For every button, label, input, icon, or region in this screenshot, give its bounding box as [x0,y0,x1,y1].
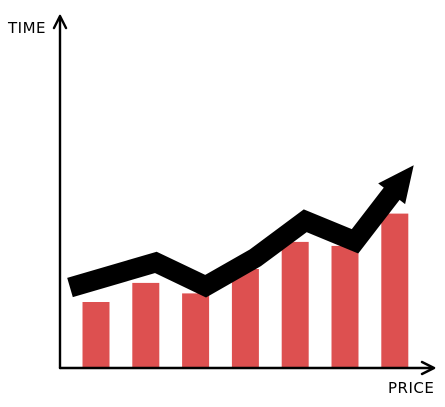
bar [381,213,409,368]
bars-group [82,213,409,368]
bar [281,241,309,368]
y-axis [52,14,68,370]
trend-arrowhead [378,165,414,205]
bar [331,245,359,368]
bar [132,282,160,368]
trend-arrow [67,165,414,298]
y-axis-label: TIME [7,19,46,37]
bar [182,293,210,368]
x-axis [58,360,436,376]
bar [82,302,110,368]
bar [231,269,259,368]
x-axis-label: PRICE [388,379,434,397]
trend-line [67,184,403,298]
